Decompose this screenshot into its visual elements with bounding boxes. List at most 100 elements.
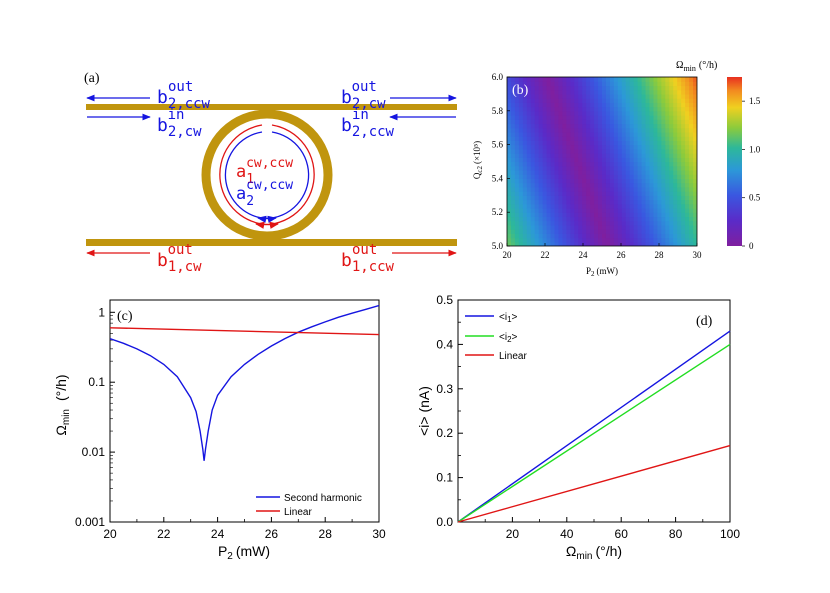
heatmap-cell (625, 220, 631, 226)
heatmap-cell (554, 161, 560, 167)
heatmap-cell (653, 98, 659, 103)
heatmap-cell (538, 110, 544, 116)
heatmap-cell (538, 85, 544, 91)
heatmap-cell (570, 110, 575, 116)
heatmap-cell (530, 115, 536, 120)
heatmap-cell (645, 207, 651, 213)
heatmap-cell (546, 233, 552, 239)
heatmap-cell (526, 127, 532, 133)
heatmap-cell (578, 157, 583, 163)
heatmap-cell (653, 203, 659, 209)
heatmap-cell (514, 85, 520, 91)
heatmap-cell (629, 165, 635, 171)
heatmap-cell (590, 229, 595, 234)
heatmap-cell (522, 199, 528, 205)
heatmap-cell (681, 93, 686, 99)
heatmap-cell (590, 233, 595, 239)
heatmap-cell (689, 98, 694, 103)
heatmap-cell (621, 131, 627, 137)
heatmap-cell (510, 169, 516, 175)
heatmap-cell (518, 220, 524, 226)
heatmap-cell (645, 127, 651, 133)
heatmap-cell (693, 81, 697, 87)
heatmap-cell (582, 127, 587, 133)
heatmap-cell (645, 81, 651, 87)
heatmap-cell (578, 144, 583, 150)
heatmap-cell (629, 237, 635, 243)
heatmap-cell (641, 178, 647, 184)
heatmap-cell (538, 153, 544, 158)
heatmap-cell (507, 140, 512, 146)
heatmap-cell (602, 207, 607, 213)
heatmap-cell (605, 169, 611, 175)
heatmap-cell (522, 203, 528, 209)
heatmap-cell (637, 178, 643, 184)
heatmap-cell (522, 169, 528, 175)
heatmap-cell (566, 127, 571, 133)
heatmap-cell (673, 81, 678, 87)
heatmap-cell (514, 224, 520, 230)
heatmap-cell (665, 174, 670, 179)
heatmap-cell (621, 195, 627, 201)
heatmap-cell (510, 195, 516, 201)
heatmap-cell (590, 123, 595, 129)
heatmap-cell (633, 144, 639, 150)
heatmap-cell (657, 123, 662, 129)
heatmap-cell (514, 237, 520, 243)
heatmap-cell (586, 182, 591, 188)
heatmap-cell (542, 224, 548, 230)
heatmap-cell (613, 81, 619, 87)
heatmap-cell (566, 241, 571, 246)
heatmap-cell (689, 224, 694, 230)
heatmap-cell (617, 224, 623, 230)
heatmap-cell (507, 195, 512, 201)
heatmap-cell (689, 119, 694, 125)
heatmap-cell (530, 144, 536, 150)
heatmap-cell (653, 241, 659, 246)
heatmap-cell (574, 85, 579, 91)
top-waveguide (86, 104, 457, 110)
heatmap-cell (609, 102, 615, 108)
heatmap-cell (534, 123, 540, 129)
heatmap-cell (558, 169, 564, 175)
heatmap-cell (665, 140, 670, 146)
heatmap-cell (653, 89, 659, 95)
heatmap-cell (621, 110, 627, 116)
heatmap-cell (681, 136, 686, 141)
heatmap-cell (653, 153, 659, 158)
heatmap-cell (665, 229, 670, 234)
heatmap-cell (633, 131, 639, 137)
heatmap-cell (633, 203, 639, 209)
heatmap-cell (510, 89, 516, 95)
heatmap-cell (602, 199, 607, 205)
heatmap-cell (621, 144, 627, 150)
heatmap-cell (605, 220, 611, 226)
heatmap-cell (526, 144, 532, 150)
heatmap-cell (582, 220, 587, 226)
heatmap-cell (657, 98, 662, 103)
heatmap-cell (510, 153, 516, 158)
heatmap-cell (562, 224, 567, 230)
heatmap-cell (629, 131, 635, 137)
heatmap-cell (538, 169, 544, 175)
heatmap-cell (530, 241, 536, 246)
heatmap-cell (685, 212, 690, 218)
heatmap-cell (653, 123, 659, 129)
heatmap-cell (609, 119, 615, 125)
heatmap-cell (507, 93, 512, 99)
heatmap-cell (598, 207, 603, 213)
heatmap-cell (665, 115, 670, 120)
heatmap-cell (542, 169, 548, 175)
heatmap-cell (534, 98, 540, 103)
heatmap-cell (677, 241, 682, 246)
heatmap-cell (594, 115, 599, 120)
heatmap-cell (681, 77, 686, 82)
heatmap-cell (538, 220, 544, 226)
heatmap-cell (641, 212, 647, 218)
heatmap-cell (554, 199, 560, 205)
heatmap-cell (657, 186, 662, 192)
heatmap-cell (546, 127, 552, 133)
